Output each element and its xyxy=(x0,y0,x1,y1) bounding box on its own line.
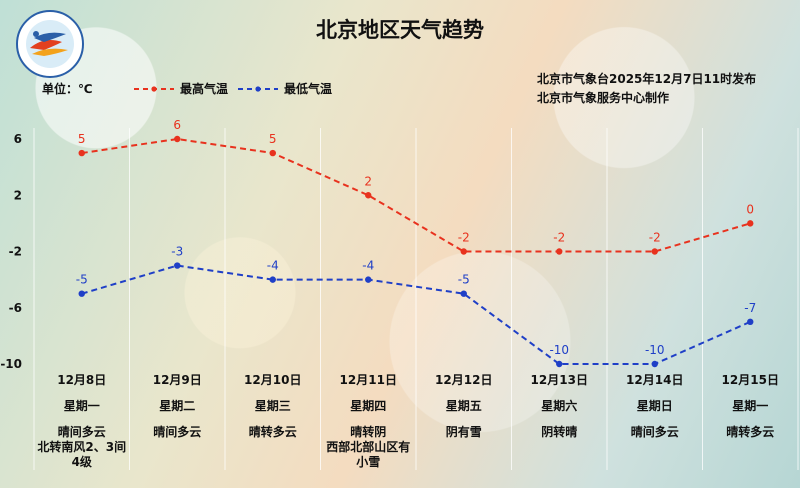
weather-condition-label: 晴间多云 北转南风2、3间 4级 xyxy=(37,425,127,469)
data-label: 2 xyxy=(364,174,372,188)
x-tick-label: 12月9日 xyxy=(152,373,202,387)
data-label: -10 xyxy=(645,343,665,357)
x-tick-label: 12月12日 xyxy=(435,373,493,387)
legend-high-temp: 最高气温 xyxy=(132,80,228,97)
x-tick-label: 12月15日 xyxy=(721,373,779,387)
data-point xyxy=(651,248,658,255)
weather-condition-label: 阴转晴 xyxy=(541,425,578,439)
data-point xyxy=(747,220,754,227)
unit-label: 单位：℃ xyxy=(42,82,93,96)
data-label: 0 xyxy=(746,202,754,216)
weather-condition-label: 晴间多云 xyxy=(153,425,202,439)
data-label: 5 xyxy=(78,132,86,146)
data-point xyxy=(556,360,563,368)
y-tick-label: -6 xyxy=(9,301,22,315)
y-tick-label: -2 xyxy=(9,245,22,259)
legend-low-label: 最低气温 xyxy=(284,82,333,96)
meteorological-service-logo-icon xyxy=(14,8,86,80)
data-label: -4 xyxy=(362,259,374,273)
x-tick-label: 12月10日 xyxy=(244,373,302,387)
y-tick-label: 6 xyxy=(14,132,22,146)
weekday-label: 星期五 xyxy=(445,399,482,413)
data-label: -4 xyxy=(267,259,279,273)
y-tick-label: -10 xyxy=(0,357,22,371)
weekday-label: 星期一 xyxy=(63,399,100,413)
data-label: 5 xyxy=(269,132,277,146)
data-point xyxy=(365,192,372,199)
weather-condition-label: 晴转多云 xyxy=(248,425,297,439)
data-label: 6 xyxy=(173,118,181,132)
page-title: 北京地区天气趋势 xyxy=(316,18,484,42)
x-tick-label: 12月13日 xyxy=(530,373,588,387)
series-line-high xyxy=(81,137,751,253)
data-point xyxy=(78,290,85,297)
x-tick-label: 12月8日 xyxy=(57,373,107,387)
data-point xyxy=(460,290,467,297)
data-point xyxy=(269,149,276,157)
data-label: -5 xyxy=(458,273,470,287)
data-label: -10 xyxy=(549,343,569,357)
data-point xyxy=(78,149,85,157)
data-point xyxy=(365,276,372,283)
data-label: -2 xyxy=(649,231,661,245)
data-point xyxy=(460,248,467,255)
data-label: -7 xyxy=(744,301,756,315)
data-point xyxy=(651,360,658,368)
data-label: -3 xyxy=(171,245,183,259)
weekday-label: 星期二 xyxy=(159,399,196,413)
weekday-label: 星期三 xyxy=(254,399,291,413)
legend-low-temp: 最低气温 xyxy=(236,80,332,97)
x-tick-label: 12月14日 xyxy=(626,373,684,387)
legend-high-line-icon xyxy=(134,85,174,92)
weekday-label: 星期六 xyxy=(541,399,578,413)
legend-high-label: 最高气温 xyxy=(180,82,229,96)
publisher-line-1: 北京市气象台2025年12月7日11时发布 xyxy=(537,72,757,86)
data-point xyxy=(556,248,563,255)
weekday-label: 星期四 xyxy=(350,399,387,413)
data-label: -5 xyxy=(76,273,88,287)
data-point xyxy=(174,135,181,143)
legend-low-line-icon xyxy=(238,85,278,92)
data-point xyxy=(174,262,181,269)
data-point xyxy=(269,276,276,283)
data-label: -2 xyxy=(458,231,470,245)
publisher-line-2: 北京市气象服务中心制作 xyxy=(537,91,670,105)
weather-condition-label: 晴转阴 西部北部山区有 小雪 xyxy=(326,425,411,469)
y-tick-label: 2 xyxy=(14,188,22,202)
weather-condition-label: 晴间多云 xyxy=(630,425,679,439)
series-line-low xyxy=(81,264,751,365)
weather-condition-label: 晴转多云 xyxy=(726,425,775,439)
data-label: -2 xyxy=(553,231,565,245)
weekday-label: 星期日 xyxy=(636,399,673,413)
x-tick-label: 12月11日 xyxy=(339,373,397,387)
weekday-label: 星期一 xyxy=(732,399,769,413)
weather-condition-label: 阴有雪 xyxy=(445,425,482,439)
data-point xyxy=(747,318,754,326)
